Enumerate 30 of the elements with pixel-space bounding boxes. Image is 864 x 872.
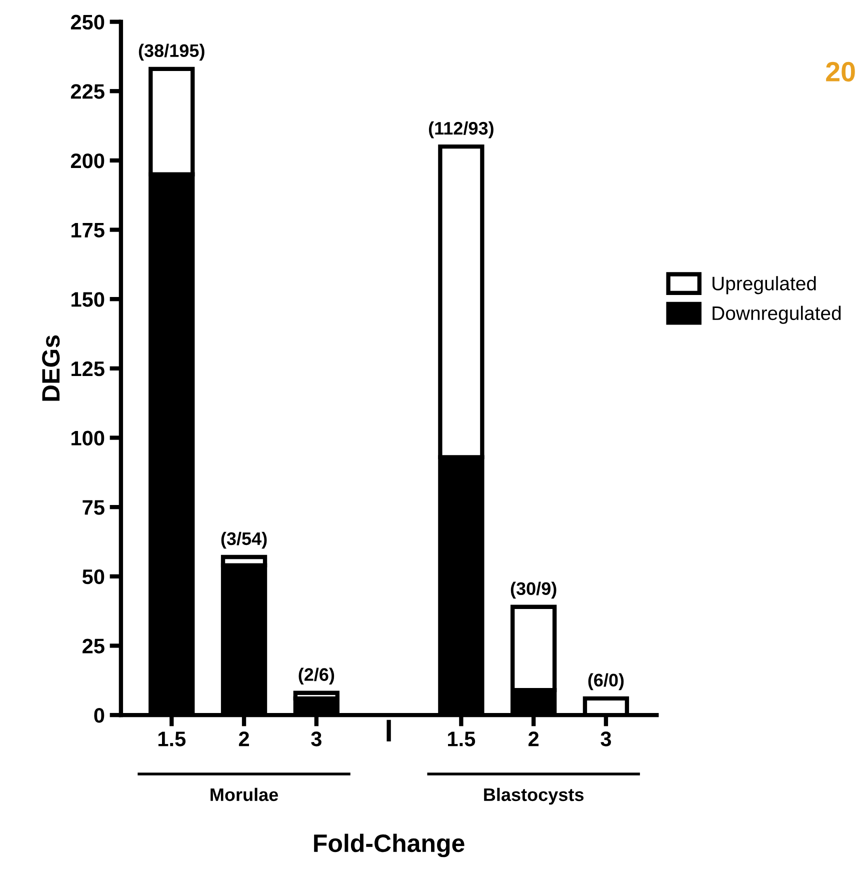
text: Morulae: [210, 788, 278, 802]
y-tick-label: 50: [82, 569, 104, 584]
total-label: (2/6): [298, 668, 334, 685]
y-tick-label: 250: [70, 14, 104, 30]
y-tick-label: 175: [72, 222, 104, 238]
y-tick-label: 225: [70, 84, 104, 99]
total-label: (38/195): [138, 44, 204, 61]
y-axis-title: DEGs: [42, 335, 60, 401]
total-label: (30/9): [510, 582, 556, 599]
y-tick-label: 200: [70, 153, 104, 168]
x-tick-label: 1.5: [158, 732, 186, 746]
text: 20: [826, 62, 855, 82]
total-label: (6/0): [588, 673, 624, 690]
x-tick-label: 1.5: [448, 732, 476, 746]
x-tick-label: 3: [600, 732, 612, 746]
x-tick-label: 2: [528, 732, 539, 746]
x-axis-title: Fold-Change: [314, 834, 464, 858]
y-tick-label: 75: [82, 500, 104, 515]
total-label: (3/54): [221, 532, 267, 549]
y-tick-label: 100: [72, 430, 104, 446]
x-tick-label: 3: [311, 732, 322, 746]
y-tick-label: 25: [82, 638, 104, 654]
y-tick-label: 125: [72, 361, 104, 376]
legend-label: Upregulated: [712, 276, 816, 294]
y-tick-label: 0: [94, 708, 104, 723]
x-tick-label: 2: [238, 732, 249, 746]
legend-label: Downregulated: [712, 306, 841, 324]
total-label: (112/93): [428, 121, 494, 138]
text: Blastocysts: [484, 788, 584, 805]
y-tick-label: 150: [72, 292, 104, 307]
